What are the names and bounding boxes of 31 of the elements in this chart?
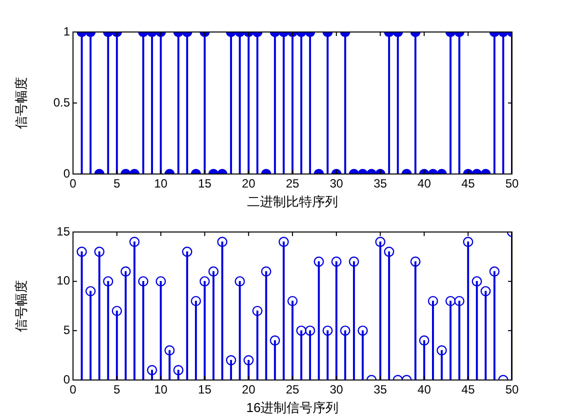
- x-axis-title: 16进制信号序列: [246, 400, 339, 415]
- y-tick-label: 1: [63, 24, 70, 38]
- x-tick-label: 10: [154, 176, 168, 191]
- x-tick-label: 5: [114, 382, 121, 397]
- x-tick-label: 50: [505, 382, 519, 397]
- y-tick-label: 15: [56, 224, 70, 238]
- x-tick-label: 15: [198, 176, 212, 191]
- x-tick-label: 45: [461, 382, 476, 397]
- y-tick-label: 0.5: [53, 95, 70, 110]
- x-tick-label: 40: [418, 176, 432, 191]
- y-axis-title: 信号幅度: [13, 280, 28, 332]
- y-tick-label: 10: [56, 274, 70, 288]
- x-tick-label: 45: [461, 176, 476, 191]
- x-tick-label: 10: [154, 382, 168, 397]
- y-tick-label: 0: [63, 372, 70, 386]
- x-tick-label: 5: [114, 176, 121, 191]
- x-tick-label: 20: [242, 176, 256, 191]
- y-tick-label: 0: [63, 166, 70, 180]
- x-axis-title: 二进制比特序列: [247, 194, 338, 209]
- x-tick-label: 50: [505, 176, 519, 191]
- x-tick-label: 30: [330, 382, 344, 397]
- x-tick-label: 20: [242, 382, 256, 397]
- x-tick-label: 25: [286, 176, 300, 191]
- x-tick-label: 25: [286, 382, 300, 397]
- x-tick-label: 15: [198, 382, 212, 397]
- x-tick-label: 35: [374, 382, 388, 397]
- x-tick-label: 30: [330, 176, 344, 191]
- y-tick-label: 5: [63, 322, 70, 337]
- x-tick-label: 40: [418, 382, 432, 397]
- x-tick-label: 35: [374, 176, 388, 191]
- y-axis-title: 信号幅度: [13, 77, 28, 129]
